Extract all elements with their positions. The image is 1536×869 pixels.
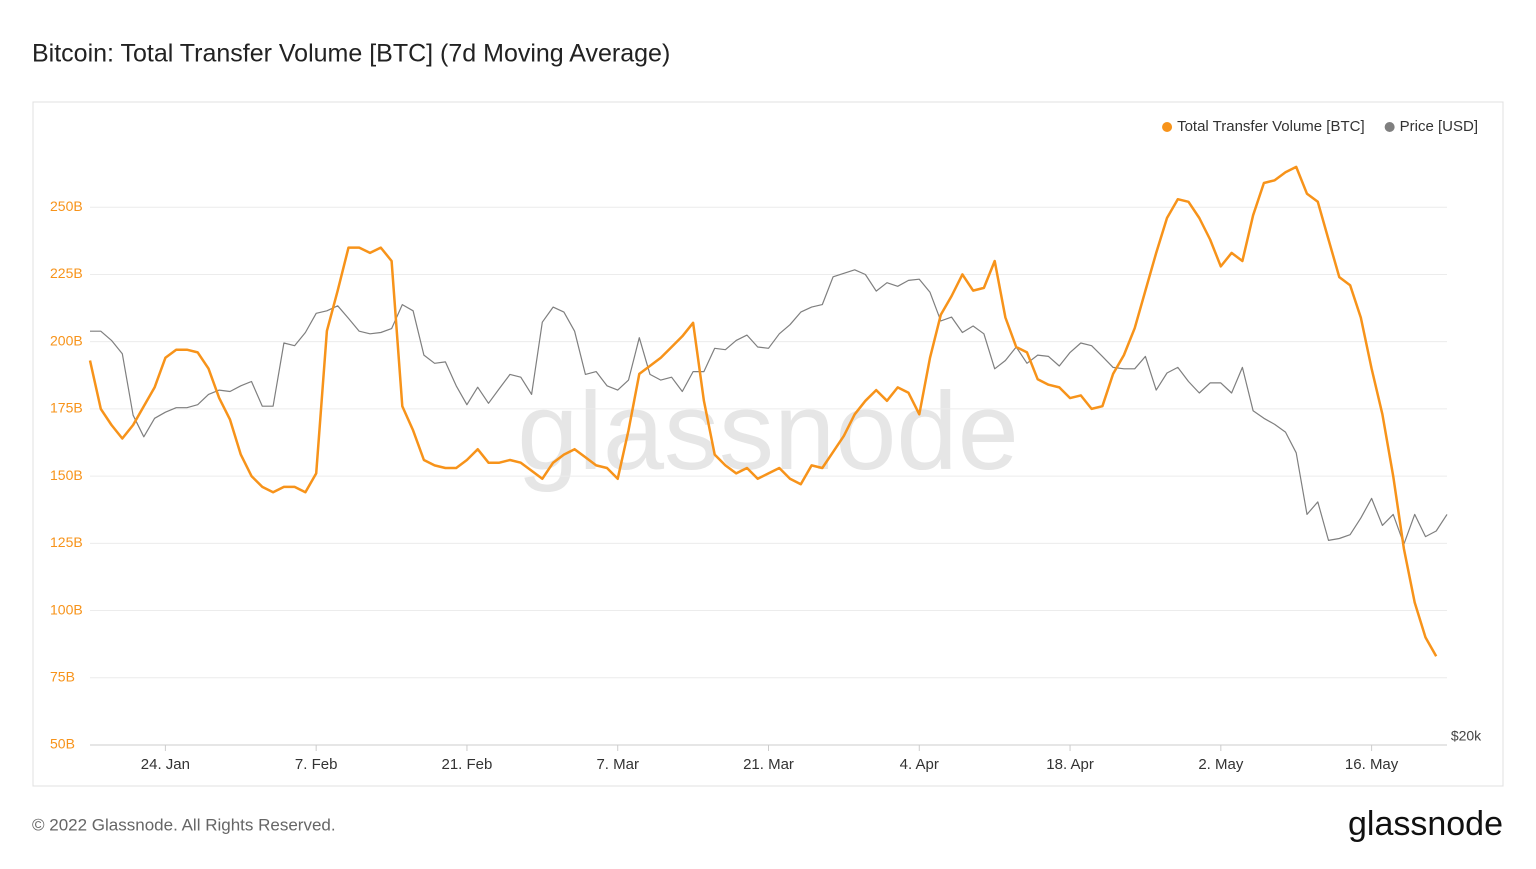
x-tick-label: 7. Mar [596,756,639,773]
x-tick-label: 16. May [1345,756,1399,773]
series-line [90,269,1448,545]
chart-frame [32,101,1504,787]
x-tick-label: 21. Feb [442,756,493,773]
copyright: © 2022 Glassnode. All Rights Reserved. [32,815,336,834]
x-tick-label: 4. Apr [900,756,939,773]
y-tick-label: 75B [50,668,75,684]
y-tick-label: 50B [50,736,75,752]
legend-label: Total Transfer Volume [BTC] [1177,118,1365,135]
series-line [88,165,1438,657]
legend-marker [1384,122,1395,132]
legend-marker [1162,122,1173,132]
x-tick-label: 21. Mar [743,756,794,773]
y-tick-label: 175B [50,400,83,416]
y-tick-label: 200B [50,332,83,348]
y-tick-label: 225B [50,265,83,281]
y-tick-label: 250B [50,198,83,214]
y2-tick-label: $20k [1451,728,1482,744]
x-tick-label: 2. May [1198,756,1244,773]
chart-title: Bitcoin: Total Transfer Volume [BTC] (7d… [32,40,670,68]
y-tick-label: 125B [50,534,83,550]
x-tick-label: 24. Jan [141,756,190,773]
y-tick-label: 150B [50,467,83,483]
x-tick-label: 7. Feb [295,756,338,773]
logo: glassnode [1348,805,1503,843]
x-tick-label: 18. Apr [1046,756,1094,773]
y-tick-label: 100B [50,601,83,617]
legend-label: Price [USD] [1400,118,1478,135]
